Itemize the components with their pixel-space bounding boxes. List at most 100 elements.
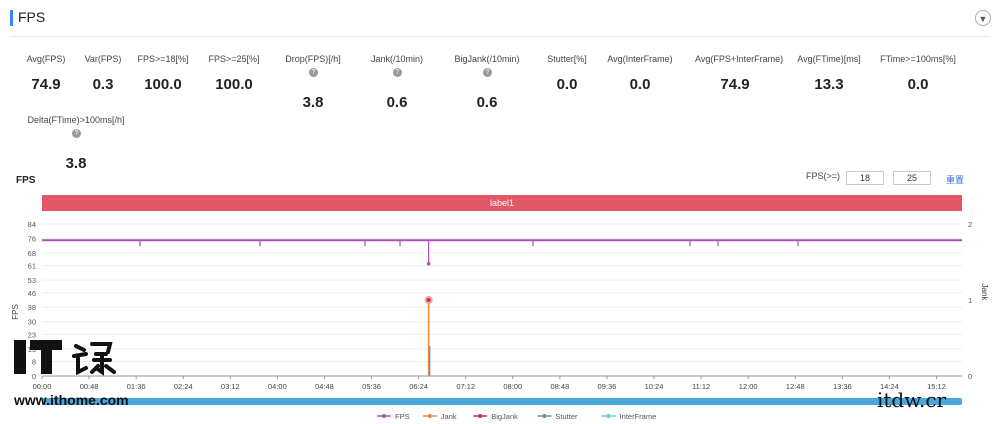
y2-tick-label: 2 [968,220,972,229]
stat-item: FPS>=25[%] 100.0 [194,54,274,93]
y-tick-label: 30 [28,318,36,327]
y-tick-label: 8 [32,358,36,367]
y-tick-label: 84 [28,220,36,229]
ithome-url[interactable]: www.ithome.com [14,392,129,408]
stat-value: 0.3 [92,76,114,93]
stat-item: Avg(FPS+InterFrame) 74.9 [695,54,784,93]
stat-label: Avg(FTime)[ms] [797,54,861,64]
x-tick-label: 10:24 [645,382,664,391]
y-tick-label: 61 [28,262,36,271]
y-tick-label: 76 [28,234,36,243]
stat-value: 0.0 [629,76,651,93]
x-tick-label: 06:24 [409,382,428,391]
x-tick-label: 12:00 [739,382,758,391]
zoom-slider-bar [42,398,962,405]
x-tick-label: 04:00 [268,382,287,391]
stat-item: Avg(FPS) 74.9 [6,54,86,93]
x-tick-label: 15:12 [927,382,946,391]
stat-value: 100.0 [215,76,253,93]
label-band[interactable]: label1 [42,195,962,211]
stat-value: 13.3 [814,76,844,93]
stat-item: Avg(FTime)[ms] 13.3 [789,54,869,93]
y-axis-label: FPS [11,304,20,320]
help-icon[interactable]: ? [72,129,81,139]
y-tick-label: 38 [28,303,36,312]
x-tick-label: 07:12 [456,382,475,391]
fps-threshold-2-input[interactable]: 25 [893,171,931,185]
stat-label: Avg(FPS) [26,54,66,64]
legend-label: Stutter [555,412,578,421]
reset-button[interactable]: 重置 [946,175,965,185]
fps-filter-label: FPS(>=) [806,171,841,181]
stat-value: 100.0 [144,76,182,93]
y2-tick-label: 0 [968,372,972,381]
x-tick-label: 05:36 [362,382,381,391]
stat-item: FTime>=100ms[%] 0.0 [878,54,958,93]
panel-title: FPS [18,9,46,25]
stat-item: BigJank(/10min)? 0.6 [447,54,527,111]
stat-item: Stutter[%] 0.0 [527,54,607,93]
y-tick-label: 68 [28,249,36,258]
stat-value: 3.8 [65,155,87,172]
legend-swatch-dot [478,414,483,418]
legend-label: Jank [441,412,457,421]
stat-value: 74.9 [31,76,61,93]
legend-swatch-dot [427,414,432,418]
x-tick-label: 00:48 [80,382,99,391]
x-tick-label: 13:36 [833,382,852,391]
x-tick-label: 08:00 [503,382,522,391]
chevron-down-icon[interactable]: ▼ [975,10,991,26]
legend-label: InterFrame [620,412,657,421]
stat-label: Delta(FTime)>100ms[/h] [27,115,125,125]
x-tick-label: 09:36 [598,382,617,391]
stat-item: FPS>=18[%] 100.0 [123,54,203,93]
accent-bar [10,10,13,26]
legend-label: BigJank [491,412,518,421]
stat-label: Jank(/10min) [370,54,424,64]
stat-label: Drop(FPS)[/h] [285,54,341,64]
stat-item: Delta(FTime)>100ms[/h]? 3.8 [21,115,131,172]
y-tick-label: 0 [32,372,36,381]
stat-label: FPS>=25[%] [208,54,260,64]
stat-value: 0.0 [556,76,578,93]
stat-label: BigJank(/10min) [454,54,520,64]
stat-label: FPS>=18[%] [137,54,189,64]
y2-axis-label: Jank [980,284,989,302]
help-icon[interactable]: ? [309,68,318,78]
stat-label: Avg(FPS+InterFrame) [695,54,784,64]
x-tick-label: 01:36 [127,382,146,391]
fps-threshold-1-input[interactable]: 18 [846,171,884,185]
watermark: itdw.cr [877,388,947,412]
chart-title: FPS [16,175,36,186]
x-tick-label: 04:48 [315,382,334,391]
stat-label: Avg(InterFrame) [607,54,673,64]
x-tick-label: 02:24 [174,382,193,391]
ithome-logo [14,340,116,376]
stat-label: Stutter[%] [547,54,587,64]
legend-swatch-dot [542,414,547,418]
stat-value: 0.6 [476,94,498,111]
y2-tick-label: 1 [968,296,972,305]
stat-item: Jank(/10min)? 0.6 [357,54,437,111]
panel-header: FPS ▼ [0,0,1000,36]
x-tick-label: 03:12 [221,382,240,391]
y-tick-label: 53 [28,276,36,285]
legend-swatch-dot [606,414,611,418]
stat-item: Avg(InterFrame) 0.0 [600,54,680,93]
stat-label: Var(FPS) [84,54,122,64]
header-divider [10,36,990,37]
help-icon[interactable]: ? [393,68,402,78]
help-icon[interactable]: ? [483,68,492,78]
x-tick-label: 14:24 [880,382,899,391]
stat-value: 3.8 [302,94,324,111]
x-tick-label: 08:48 [550,382,569,391]
legend-swatch-dot [382,414,386,418]
y-tick-label: 46 [28,289,36,298]
y-tick-label: 23 [28,330,36,339]
legend-label: FPS [395,412,410,421]
stat-value: 74.9 [720,76,750,93]
x-tick-label: 12:48 [786,382,805,391]
stat-item: Drop(FPS)[/h]? 3.8 [273,54,353,111]
stat-value: 0.6 [386,94,408,111]
